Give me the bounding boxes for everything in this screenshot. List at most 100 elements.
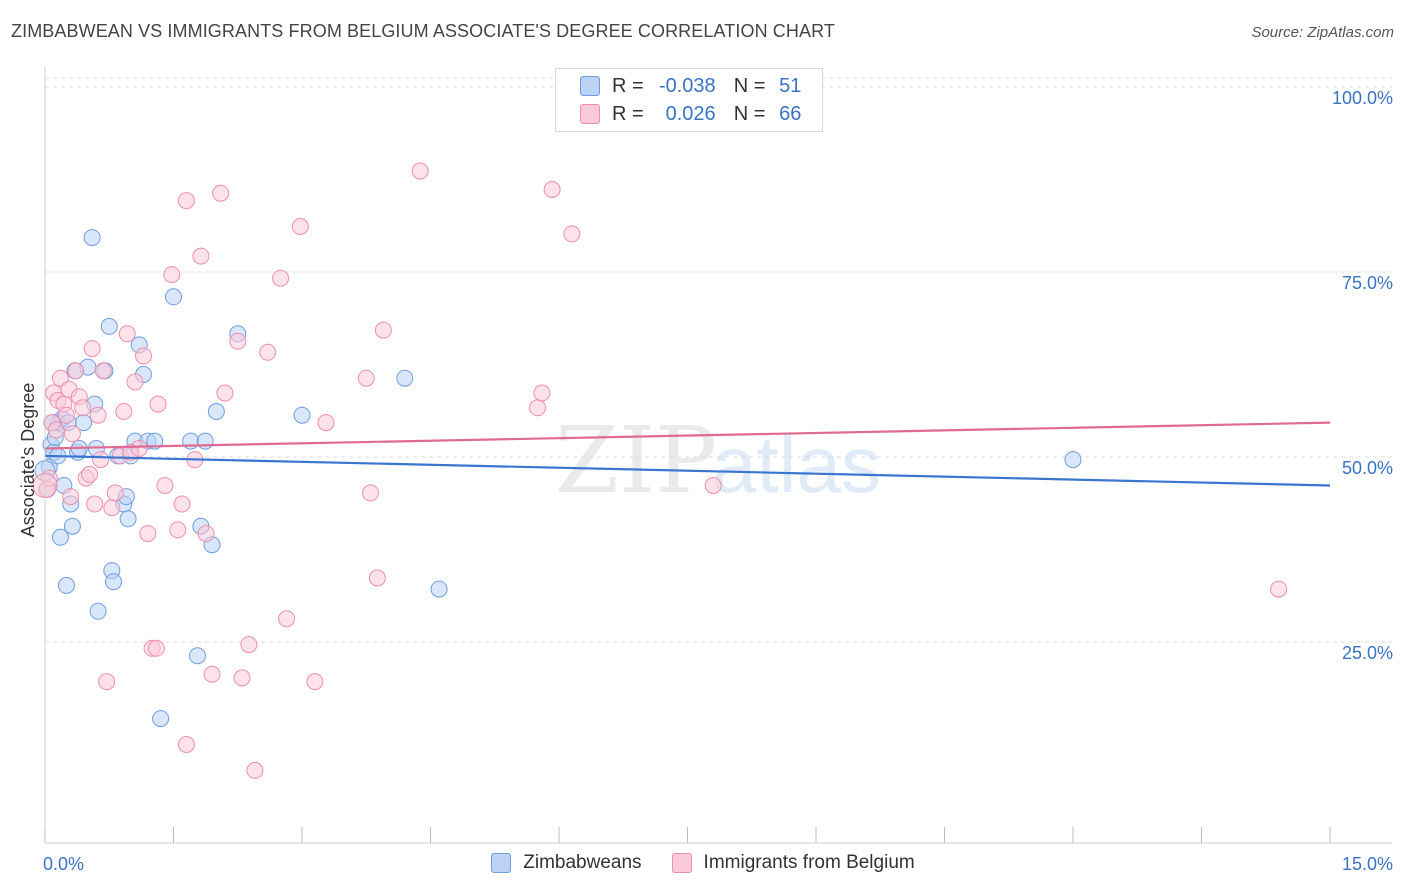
data-point [563, 225, 581, 243]
data-point [188, 647, 206, 665]
legend-label: Immigrants from Belgium [703, 852, 915, 873]
data-point [240, 636, 258, 654]
data-point [207, 403, 225, 420]
data-point [98, 673, 116, 691]
r-label: R = [612, 102, 644, 125]
data-point [430, 580, 448, 598]
data-point [533, 384, 551, 402]
data-point [139, 525, 157, 543]
data-point [272, 269, 290, 287]
legend-item-zimbabweans[interactable]: Zimbabweans [491, 852, 642, 874]
data-point [106, 484, 124, 502]
data-point [259, 343, 277, 361]
r-value: -0.038 [658, 74, 716, 97]
data-point [146, 432, 164, 450]
y-axis-title: Associate's Degree [18, 383, 38, 538]
data-point [126, 373, 144, 391]
x-tick-label: 15.0% [1342, 854, 1393, 874]
data-point [197, 525, 215, 543]
data-point [115, 403, 133, 420]
trend-line-blue [44, 454, 1331, 487]
data-point [169, 521, 187, 539]
data-point [173, 495, 191, 513]
data-point [94, 362, 112, 380]
data-point [177, 736, 195, 753]
x-tick-label: 0.0% [43, 854, 84, 874]
data-point [357, 369, 375, 387]
data-point [177, 192, 195, 210]
data-point [165, 288, 182, 306]
data-point [135, 347, 153, 365]
data-point [119, 510, 137, 528]
chart-title: ZIMBABWEAN VS IMMIGRANTS FROM BELGIUM AS… [11, 21, 835, 41]
series-belgium [32, 162, 1288, 779]
data-point [233, 669, 251, 687]
legend-row-zimbabweans: R = -0.038 N = 51 [580, 74, 801, 98]
pink-swatch [671, 853, 692, 873]
data-point [147, 639, 165, 657]
data-point [396, 369, 414, 387]
data-point [89, 406, 107, 424]
data-point [368, 569, 386, 587]
data-point [192, 247, 210, 265]
data-point [196, 432, 214, 450]
data-point [130, 440, 148, 457]
n-value: 66 [779, 102, 802, 125]
r-label: R = [612, 74, 644, 97]
legend-item-belgium[interactable]: Immigrants from Belgium [671, 852, 915, 874]
data-point [543, 181, 561, 198]
data-point [89, 602, 107, 620]
data-point [163, 266, 181, 284]
legend-label: Zimbabweans [523, 852, 642, 873]
source-label: Source: ZipAtlas.com [1251, 24, 1394, 41]
data-point [103, 499, 121, 517]
stats-legend: R = -0.038 N = 51 R = 0.026 N = 66 [555, 68, 823, 132]
data-point [51, 528, 69, 546]
data-point [216, 384, 234, 402]
axes: 25.0% 50.0% 75.0% 100.0% 0.0% 15.0% Associate'… [18, 66, 1393, 874]
data-point [86, 495, 104, 513]
data-point [306, 673, 324, 691]
data-point [203, 665, 221, 683]
data-point [47, 421, 65, 439]
blue-swatch [491, 853, 512, 873]
data-point [100, 317, 118, 335]
data-point [291, 218, 309, 235]
data-point [362, 484, 380, 502]
r-value: 0.026 [665, 102, 716, 125]
y-tick-label: 100.0% [1332, 88, 1393, 108]
n-value: 51 [779, 74, 802, 97]
data-point [118, 325, 136, 343]
data-point [62, 488, 80, 506]
data-point [317, 414, 335, 432]
data-point [83, 340, 101, 358]
data-point [57, 576, 75, 594]
watermark-zip: ZIP [555, 407, 717, 514]
data-point [246, 761, 264, 779]
data-point [83, 229, 101, 247]
data-point [704, 477, 722, 494]
y-tick-label: 50.0% [1342, 458, 1393, 478]
legend-row-belgium: R = 0.026 N = 66 [580, 102, 801, 126]
n-label: N = [733, 74, 766, 97]
data-point [156, 477, 174, 494]
trend-lines [44, 421, 1331, 487]
data-point [63, 517, 81, 535]
data-point [63, 425, 81, 443]
data-point [278, 610, 296, 628]
y-tick-label: 25.0% [1342, 643, 1393, 663]
data-point [1064, 451, 1082, 469]
data-point [105, 573, 123, 591]
data-point [411, 162, 429, 180]
data-point [293, 406, 311, 424]
data-point [57, 406, 75, 424]
data-point [74, 399, 92, 417]
n-label: N = [733, 102, 766, 125]
data-point [374, 321, 392, 339]
data-point [1270, 580, 1288, 598]
pink-swatch [580, 104, 600, 124]
data-point [529, 399, 547, 417]
grid-lines [45, 77, 1392, 643]
